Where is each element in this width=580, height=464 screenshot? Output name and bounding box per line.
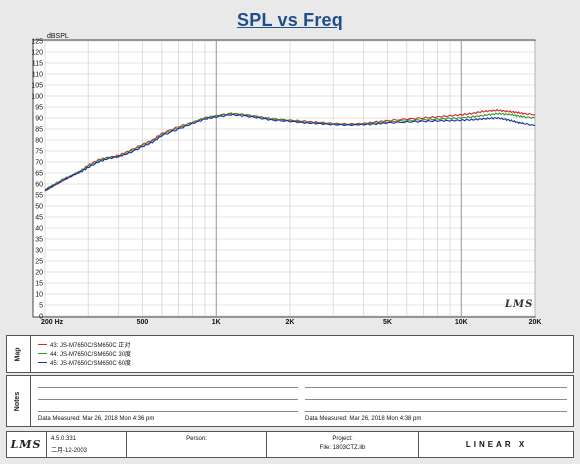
y-tick-label: 15 [35, 280, 43, 287]
y-tick-label: 100 [31, 93, 43, 100]
note-line[interactable] [38, 411, 298, 412]
legend-swatch-green [38, 353, 47, 354]
y-tick-label: 95 [35, 104, 43, 111]
y-tick-label: 115 [32, 60, 43, 67]
legend-label: 45: JS-M7650C/SM650C 60度 [50, 361, 132, 367]
footer-person-cell: Person: [126, 431, 266, 458]
grid [44, 40, 536, 317]
y-tick-label: 0 [39, 313, 43, 320]
notes-divider [30, 375, 31, 427]
legend-item[interactable]: 43: JS-M7650C/SM650C 正对 [38, 340, 130, 349]
map-label-text: Map [14, 347, 22, 361]
legend-swatch-blue [38, 362, 47, 363]
y-tick-label: 90 [35, 115, 43, 122]
note-line[interactable] [38, 387, 298, 388]
y-tick-label: 75 [35, 148, 43, 155]
y-tick-label: 35 [35, 236, 43, 243]
x-tick-label: 500 [137, 319, 149, 326]
legend-label: 43: JS-M7650C/SM650C 正对 [50, 343, 131, 349]
chart-title: SPL vs Freq [237, 10, 343, 30]
lms-logo: LMS [10, 438, 42, 451]
y-tick-label: 50 [35, 203, 43, 210]
person-label: Person: [186, 436, 207, 442]
note-line[interactable] [305, 411, 567, 412]
series-line [44, 113, 536, 192]
series-group [44, 108, 536, 192]
note-line[interactable] [38, 399, 298, 400]
plot-area [32, 39, 536, 318]
tick-labels: 0 5 10 15 20 25 30 35 40 45 50 55 60 65 70 75 80 85 90 95 10… [31, 38, 541, 326]
y-tick-label: 20 [35, 269, 43, 276]
version-date: 二月-12-2003 [51, 448, 88, 454]
map-side-label: Map [6, 335, 30, 373]
y-tick-label: 60 [35, 181, 43, 188]
legend-swatch-red [38, 344, 47, 345]
notes-label-text: Notes [14, 391, 22, 411]
notes-panel [6, 375, 574, 427]
footer-version-cell: 4.5.0.331 二月-12-2003 [46, 431, 126, 458]
y-axis-label: dBSPL [47, 33, 69, 40]
data-measured-left: Data Measured: Mar 26, 2018 Mon 4:36 pm [38, 416, 155, 422]
linearx-brand: LINEAR X [465, 440, 528, 449]
note-line[interactable] [305, 387, 567, 388]
y-tick-label: 30 [35, 247, 43, 254]
y-tick-label: 70 [35, 159, 43, 166]
series-line [44, 112, 536, 190]
y-tick-label: 55 [35, 192, 43, 199]
map-panel [6, 335, 574, 373]
y-tick-label: 65 [35, 170, 43, 177]
y-tick-label: 120 [31, 49, 43, 56]
footer-project-cell: Project: File: 1803CTZ.lib [266, 431, 418, 458]
y-tick-label: 10 [35, 291, 43, 298]
plot-lms-logo: LMS [504, 299, 533, 310]
x-tick-label: 5K [383, 319, 392, 326]
y-tick-label: 80 [35, 137, 43, 144]
project-label: Project: [332, 436, 353, 442]
x-tick-label: 200 Hz [41, 319, 64, 326]
version-number: 4.5.0.331 [51, 436, 77, 442]
y-tick-label: 110 [32, 71, 43, 78]
x-tick-label: 2K [286, 319, 295, 326]
y-tick-label: 25 [35, 258, 43, 265]
y-tick-label: 85 [35, 126, 43, 133]
project-value: File: 1803CTZ.lib [319, 445, 366, 451]
y-tick-label: 125 [31, 38, 43, 45]
footer-bar [6, 431, 574, 458]
footer-logo-cell: LMS [6, 431, 46, 458]
y-tick-label: 5 [39, 302, 43, 309]
note-line[interactable] [305, 399, 567, 400]
y-tick-label: 105 [31, 82, 43, 89]
x-tick-label: 10K [455, 319, 468, 326]
footer-brand-cell: LINEAR X [418, 431, 574, 458]
notes-side-label: Notes [6, 375, 30, 427]
map-divider [30, 335, 31, 373]
data-measured-right: Data Measured: Mar 26, 2018 Mon 4:38 pm [305, 416, 422, 422]
x-tick-label: 1K [212, 319, 221, 326]
legend-item[interactable]: 45: JS-M7650C/SM650C 60度 [38, 358, 131, 367]
x-tick-label: 20K [529, 319, 542, 326]
y-tick-label: 45 [35, 214, 43, 221]
legend-item[interactable]: 44: JS-M7650C/SM650C 30度 [38, 349, 131, 358]
legend-label: 44: JS-M7650C/SM650C 30度 [50, 352, 132, 358]
y-tick-label: 40 [35, 225, 43, 232]
